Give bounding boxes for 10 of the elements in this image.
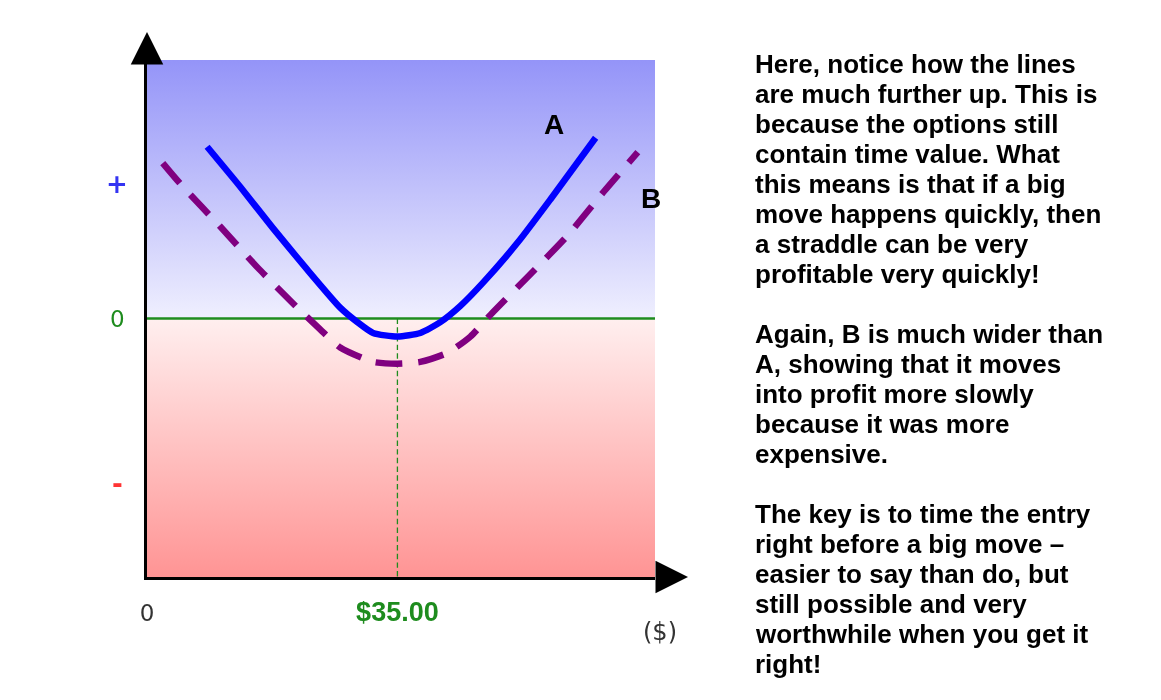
text: The key is to time the entry right before a big move – easier to say than do, but still possible and very worthwhile when you get it right! bbox=[755, 499, 1091, 679]
band-label: + bbox=[106, 169, 128, 199]
band-label: - bbox=[112, 469, 123, 499]
x-tick-label: $35.00 bbox=[356, 597, 439, 628]
text: Again, B is much wider than A, showing that it moves into profit more slowly because it was more expensive. bbox=[755, 319, 1104, 469]
series-label: A bbox=[544, 109, 565, 140]
text: Here, notice how the lines are much further up. This is because the options still contain time value. What this means is that if a big move happens quickly, then a straddle can be very profitable very quickly! bbox=[755, 49, 1102, 289]
series-label: B bbox=[641, 183, 662, 214]
x-axis-title: ($) bbox=[643, 618, 677, 646]
ref-line-label: 0 bbox=[110, 306, 125, 332]
